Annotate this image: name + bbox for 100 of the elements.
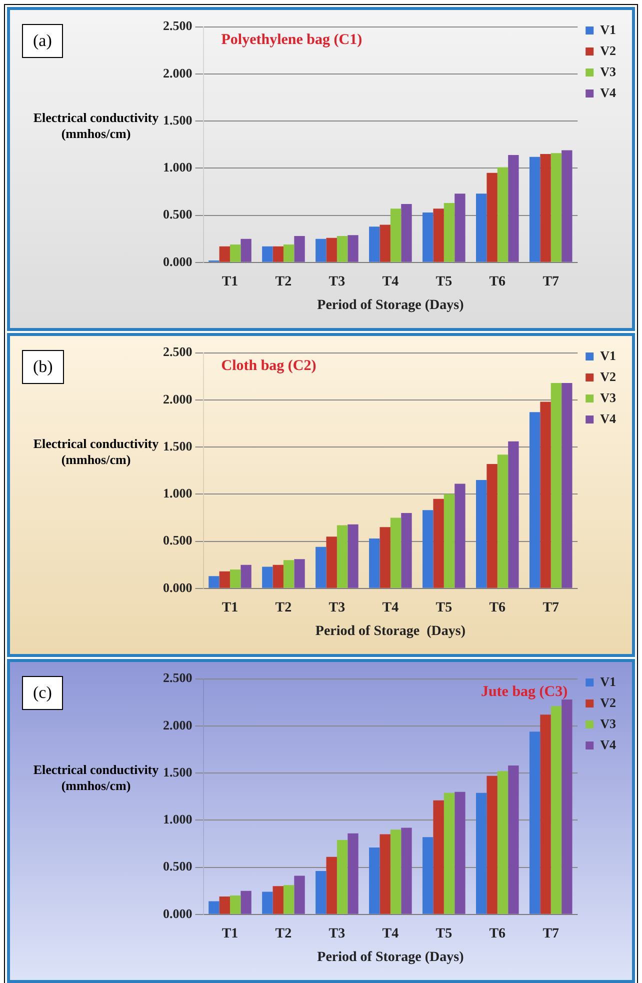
bar [316,238,326,262]
bar [454,792,466,914]
bar [219,571,230,588]
x-tick-label: T3 [328,926,346,942]
bar [240,238,252,262]
y-tick-label: 2.000 [163,391,192,406]
bar [529,732,540,914]
bar [444,792,455,914]
bar [508,766,519,914]
bar [369,538,380,588]
x-tick-label: T1 [222,600,238,616]
bar [369,226,380,262]
x-tick-label: T1 [222,274,238,290]
bar [476,194,487,262]
legend-label: V4 [600,410,616,426]
bar [262,566,273,588]
bar [336,525,348,588]
bar [540,714,551,914]
bar [208,901,220,914]
bar [540,402,551,588]
x-tick-label: T2 [275,274,292,290]
bar [433,498,444,588]
bar [550,382,562,588]
y-tick-label: 2.000 [163,717,192,732]
bar [272,246,284,262]
bar [562,150,572,262]
x-tick-label: T5 [436,274,452,290]
bar [294,876,305,914]
bar [401,513,412,588]
bar [283,244,294,262]
bar [294,236,305,262]
text: (b) [22,350,64,384]
x-tick-label: T2 [275,600,292,616]
legend-label: V3 [600,390,616,405]
y-tick-label: 1.000 [163,160,192,175]
y-tick-label: 0.000 [163,254,192,269]
x-tick-label: T6 [489,600,506,616]
bar [476,792,487,914]
bar [454,194,466,262]
bar [454,484,466,588]
bar [326,856,337,914]
bar [401,828,412,914]
bar [562,700,572,914]
bar [380,224,390,262]
bar [262,892,273,914]
bar [390,830,402,914]
bar [529,156,540,262]
bar [529,412,540,588]
bar [380,527,390,588]
y-tick-label: 0.500 [163,532,192,548]
x-tick-label: T4 [382,274,399,290]
bar [390,518,402,588]
bar [219,246,230,262]
bar [433,208,444,262]
bar [486,464,498,588]
y-tick-label: 1.000 [163,486,192,501]
bar [422,837,434,914]
bar [497,454,508,588]
bar [240,890,252,914]
bar [262,246,273,262]
y-tick-label: 2.500 [163,344,192,360]
bar [508,441,519,588]
bar [316,546,326,588]
bar [422,212,434,262]
chart-title: Jute bag (C3) [480,684,568,700]
bar [433,800,444,914]
x-axis-title: Period of Storage (Days) [317,950,464,966]
text: (c) [22,676,63,710]
x-tick-label: T3 [328,600,346,616]
bar [562,382,572,588]
bar [219,896,230,914]
bar [230,244,241,262]
bar [294,559,305,588]
x-axis-title: Period of Storage (Days) [315,624,466,640]
x-tick-label: T3 [328,274,346,290]
bar [486,172,498,262]
bar [540,154,551,262]
bar [326,536,337,588]
bar [240,564,252,588]
legend-label: V3 [600,716,616,731]
x-tick-label: T6 [489,926,506,942]
bar [208,576,220,588]
x-tick-label: T1 [222,926,238,942]
bar [283,560,294,588]
y-axis-title: Electrical conductivity (mmhos/cm) [33,110,159,141]
x-tick-label: T5 [436,600,452,616]
y-axis-title: Electrical conductivity (mmhos/cm) [33,762,159,793]
bar [230,896,241,914]
legend-label: V2 [600,42,616,58]
bar [444,203,455,262]
legend-label: V1 [600,22,616,37]
y-tick-label: 0.000 [163,580,192,595]
legend-label: V2 [600,694,616,710]
x-tick-label: T2 [275,926,292,942]
bar [336,840,348,914]
x-tick-label: T4 [382,926,399,942]
legend-label: V1 [600,674,616,689]
bar [348,833,358,914]
y-tick-label: 1.500 [163,764,192,780]
bar [316,871,326,914]
